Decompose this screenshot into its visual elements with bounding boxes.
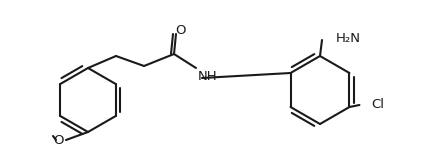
Text: O: O <box>54 135 64 147</box>
Text: Cl: Cl <box>372 98 384 111</box>
Text: NH: NH <box>198 70 218 82</box>
Text: H₂N: H₂N <box>336 32 361 44</box>
Text: O: O <box>176 24 186 36</box>
